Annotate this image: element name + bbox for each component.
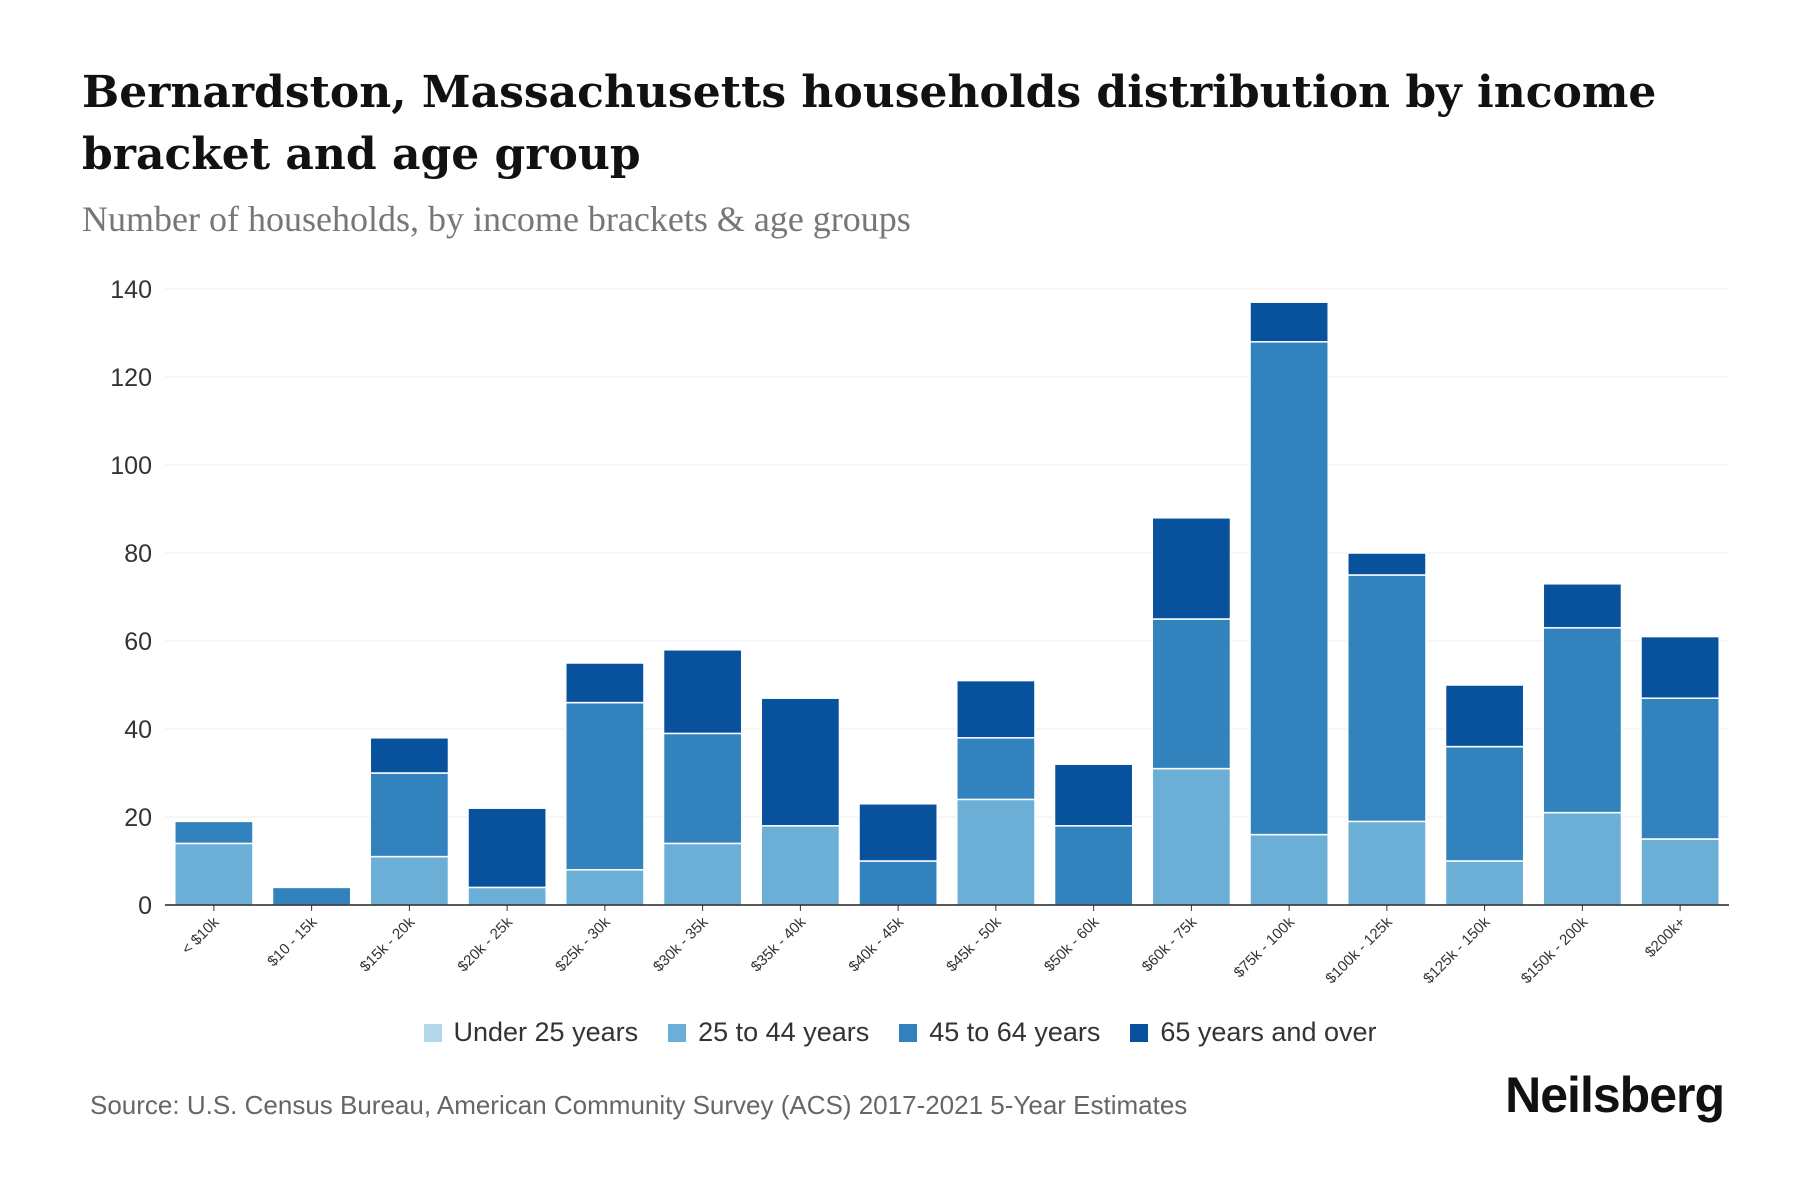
bar-segment (1347, 820, 1427, 906)
x-tick-label: $200k+ (1642, 914, 1689, 961)
bar-segment (1444, 745, 1525, 862)
x-tick-label: $40k - 45k (845, 913, 907, 975)
neilsberg-logo: Neilsberg (1505, 1067, 1725, 1123)
bar-segment (956, 737, 1036, 801)
y-tick-label: 40 (124, 716, 152, 744)
bar-segment (858, 803, 938, 862)
bar-segment (1151, 767, 1232, 906)
y-tick-label: 20 (124, 804, 152, 832)
bar-segment (369, 772, 450, 858)
legend-item: 65 years and over (1130, 1017, 1377, 1048)
bar-segment (369, 855, 450, 906)
x-tick-label: $30k - 35k (650, 913, 712, 975)
bar-segment (1347, 552, 1427, 576)
bar-segment (1640, 635, 1720, 699)
bar-segment (1053, 825, 1134, 906)
bar-segment (760, 697, 841, 827)
bar-segment (565, 662, 645, 704)
bar-segment (565, 701, 645, 871)
legend-item: 25 to 44 years (668, 1017, 869, 1048)
bar-segment (1542, 811, 1623, 906)
x-tick-label: $25k - 30k (552, 913, 614, 975)
legend-swatch (899, 1023, 918, 1042)
legend-label: 65 years and over (1160, 1017, 1377, 1047)
x-tick-label: $150k - 200k (1518, 913, 1592, 987)
bar-segment (662, 842, 743, 906)
x-tick-label: $50k - 60k (1041, 913, 1103, 975)
legend-swatch (423, 1023, 442, 1042)
bar-segment (1151, 517, 1232, 620)
x-tick-label: $35k - 40k (748, 913, 810, 975)
bar-segment (1444, 684, 1525, 748)
stacked-bar-chart: 0 20 40 60 80 100 120 140 < $10k $10 - 15k $15k - … (110, 276, 1729, 987)
bar-segment (1249, 341, 1329, 836)
bar-segment (1542, 627, 1623, 814)
y-tick-label: 60 (124, 628, 152, 656)
x-tick-label: $20k - 25k (454, 913, 516, 975)
legend-label: 25 to 44 years (698, 1017, 870, 1047)
legend-swatch (1130, 1023, 1149, 1042)
bar-segment (662, 732, 743, 845)
bar-segment (1444, 860, 1525, 906)
bar-segment (760, 825, 841, 906)
bar-segment (271, 886, 352, 906)
x-tick-label: $75k - 100k (1231, 913, 1299, 981)
bar-segment (565, 869, 645, 906)
y-tick-label: 100 (110, 452, 152, 480)
bar-segment (467, 807, 547, 889)
x-tick-label: $10 - 15k (264, 913, 321, 970)
x-tick-label: $60k - 75k (1139, 913, 1201, 975)
bar-segment (662, 649, 743, 735)
x-tick-label: $45k - 50k (943, 913, 1005, 975)
legend-label: 45 to 64 years (929, 1017, 1101, 1047)
legend-swatch (668, 1023, 687, 1042)
bar-segment (1151, 618, 1232, 770)
legend-label: Under 25 years (453, 1017, 639, 1047)
bar-segment (1640, 697, 1720, 840)
bar-segment (369, 737, 450, 774)
x-tick-label: $15k - 20k (357, 913, 419, 975)
bar-segment (1640, 838, 1720, 906)
bar-segment (1542, 583, 1623, 629)
bar-segment (956, 679, 1036, 739)
chart-legend: Under 25 years 25 to 44 years 45 to 64 yea… (0, 1017, 1800, 1048)
y-tick-label: 140 (110, 276, 152, 304)
bar-segment (467, 886, 547, 906)
bar-segment (1249, 301, 1329, 343)
legend-item: Under 25 years (423, 1017, 639, 1048)
legend-item: 45 to 64 years (899, 1017, 1100, 1048)
source-note: Source: U.S. Census Bureau, American Com… (90, 1090, 1188, 1120)
x-tick-label: $125k - 150k (1420, 913, 1494, 987)
y-tick-label: 120 (110, 364, 152, 392)
x-tick-label: < $10k (179, 913, 224, 958)
bar-segment (1347, 574, 1427, 823)
bar-segment (174, 842, 254, 906)
x-tick-label: $100k - 125k (1322, 913, 1396, 987)
bar-segment (956, 798, 1036, 906)
y-tick-label: 80 (124, 540, 152, 568)
bar-segment (174, 820, 254, 845)
chart-title: Bernardston, Massachusetts households di… (82, 67, 1657, 180)
y-tick-label: 0 (138, 892, 152, 920)
bar-segment (858, 860, 938, 906)
chart-subtitle: Number of households, by income brackets… (82, 199, 911, 239)
bar-segment (1249, 833, 1329, 906)
bar-segment (1053, 763, 1134, 827)
